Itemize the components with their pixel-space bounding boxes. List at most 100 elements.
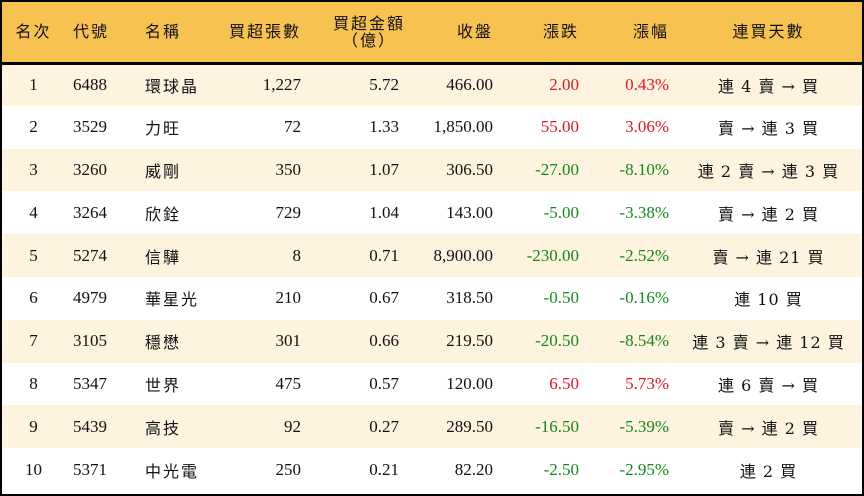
cell-close: 466.00 (446, 75, 493, 95)
cell-code: 4979 (73, 288, 107, 308)
table-header: 名次 代號 名稱 買超張數 買超金額 （億） 收盤 漲跌 漲幅 連買天數 (2, 2, 862, 63)
cell-rank: 2 (29, 117, 38, 137)
cell-net-buy-amount: 1.07 (369, 159, 399, 179)
cell-change-pct: -2.52% (619, 245, 669, 265)
cell-consecutive-buy-days: 連 4 賣 → 買 (718, 77, 819, 97)
cell-code: 5371 (73, 459, 107, 479)
cell-net-buy-lots: 301 (275, 331, 302, 351)
cell-net-buy-amount: 0.67 (369, 288, 399, 308)
cell-change-pct: 3.06% (625, 117, 669, 137)
cell-change: 55.00 (540, 117, 579, 137)
cell-close: 120.00 (446, 373, 493, 393)
header-change: 漲跌 (542, 22, 579, 42)
cell-net-buy-amount: 0.27 (369, 416, 399, 436)
table-row: 9 5439 高技 92 0.27 289.50 -16.50 -5.39% 賣… (2, 405, 862, 449)
cell-net-buy-lots: 210 (275, 288, 302, 308)
cell-close: 318.50 (446, 288, 493, 308)
cell-close: 219.50 (446, 331, 493, 351)
header-change-pct: 漲幅 (632, 22, 669, 42)
table-row: 1 6488 環球晶 1,227 5.72 466.00 2.00 0.43% … (2, 63, 862, 106)
header-net-buy-lots: 買超張數 (228, 22, 301, 42)
header-net-buy-amount-line2: （億） (341, 30, 396, 50)
cell-change-pct: -3.38% (619, 202, 669, 222)
cell-net-buy-lots: 475 (275, 373, 302, 393)
cell-code: 5347 (73, 373, 107, 393)
header-name: 名稱 (145, 22, 182, 42)
cell-net-buy-amount: 1.04 (369, 202, 399, 222)
cell-change-pct: -8.54% (619, 331, 669, 351)
cell-name: 中光電 (145, 461, 200, 481)
cell-name: 華星光 (145, 290, 200, 310)
cell-consecutive-buy-days: 賣 → 連 2 買 (718, 204, 819, 224)
cell-net-buy-lots: 729 (275, 202, 302, 222)
cell-consecutive-buy-days: 連 3 賣 → 連 12 買 (692, 333, 845, 353)
table-body: 1 6488 環球晶 1,227 5.72 466.00 2.00 0.43% … (2, 63, 862, 491)
table-row: 6 4979 華星光 210 0.67 318.50 -0.50 -0.16% … (2, 276, 862, 320)
header-code: 代號 (73, 22, 110, 42)
cell-close: 82.20 (454, 459, 493, 479)
cell-change-pct: -2.95% (619, 459, 669, 479)
cell-net-buy-lots: 92 (284, 416, 301, 436)
header-net-buy-amount: 買超金額 （億） (305, 2, 405, 63)
cell-rank: 7 (29, 331, 38, 351)
cell-close: 1,850.00 (433, 117, 494, 137)
cell-name: 高技 (145, 418, 182, 438)
cell-name: 欣銓 (145, 204, 182, 224)
cell-consecutive-buy-days: 賣 → 連 2 買 (718, 418, 819, 438)
cell-change: -2.50 (543, 459, 579, 479)
cell-rank: 4 (29, 202, 38, 222)
cell-net-buy-amount: 0.66 (369, 331, 399, 351)
cell-consecutive-buy-days: 賣 → 連 3 買 (718, 119, 819, 139)
cell-net-buy-lots: 350 (275, 159, 302, 179)
cell-close: 8,900.00 (433, 245, 494, 265)
cell-name: 力旺 (145, 119, 182, 139)
cell-rank: 10 (25, 459, 42, 479)
cell-change-pct: 5.73% (625, 373, 669, 393)
cell-name: 世界 (145, 375, 182, 395)
cell-code: 3264 (73, 202, 107, 222)
cell-change: -230.00 (526, 245, 579, 265)
cell-change: -20.50 (535, 331, 579, 351)
cell-name: 穩懋 (145, 333, 182, 353)
cell-change: 6.50 (549, 373, 579, 393)
cell-consecutive-buy-days: 連 10 買 (734, 290, 803, 310)
cell-code: 5274 (73, 245, 107, 265)
cell-change-pct: -8.10% (619, 159, 669, 179)
header-row: 名次 代號 名稱 買超張數 買超金額 （億） 收盤 漲跌 漲幅 連買天數 (2, 2, 862, 63)
cell-consecutive-buy-days: 連 2 賣 → 連 3 買 (697, 161, 840, 181)
table-row: 8 5347 世界 475 0.57 120.00 6.50 5.73% 連 6… (2, 362, 862, 406)
header-consecutive-buy-days: 連買天數 (732, 22, 805, 42)
cell-close: 289.50 (446, 416, 493, 436)
table-row: 2 3529 力旺 72 1.33 1,850.00 55.00 3.06% 賣… (2, 105, 862, 149)
cell-rank: 8 (29, 373, 38, 393)
cell-net-buy-amount: 0.71 (369, 245, 399, 265)
table-row: 5 5274 信驊 8 0.71 8,900.00 -230.00 -2.52%… (2, 234, 862, 277)
cell-rank: 3 (29, 159, 38, 179)
header-close: 收盤 (456, 22, 493, 42)
cell-code: 3105 (73, 331, 107, 351)
table-row: 7 3105 穩懋 301 0.66 219.50 -20.50 -8.54% … (2, 319, 862, 363)
cell-rank: 6 (29, 288, 38, 308)
cell-name: 威剛 (145, 161, 182, 181)
table-row: 10 5371 中光電 250 0.21 82.20 -2.50 -2.95% … (2, 448, 862, 491)
header-net-buy-amount-line1: 買超金額 (332, 13, 405, 33)
table-row: 4 3264 欣銓 729 1.04 143.00 -5.00 -3.38% 賣… (2, 191, 862, 235)
cell-change: -27.00 (535, 159, 579, 179)
cell-consecutive-buy-days: 賣 → 連 21 買 (712, 247, 825, 267)
cell-close: 306.50 (446, 159, 493, 179)
cell-net-buy-amount: 0.57 (369, 373, 399, 393)
cell-change: -0.50 (543, 288, 579, 308)
cell-change-pct: 0.43% (625, 75, 669, 95)
cell-code: 3260 (73, 159, 107, 179)
cell-rank: 1 (29, 75, 38, 95)
cell-name: 信驊 (145, 247, 182, 267)
cell-change: 2.00 (549, 75, 579, 95)
cell-rank: 5 (29, 245, 38, 265)
cell-code: 5439 (73, 416, 107, 436)
table-row: 3 3260 威剛 350 1.07 306.50 -27.00 -8.10% … (2, 148, 862, 192)
cell-net-buy-lots: 1,227 (262, 75, 301, 95)
cell-code: 3529 (73, 117, 107, 137)
cell-change-pct: -0.16% (619, 288, 669, 308)
cell-consecutive-buy-days: 連 6 賣 → 買 (718, 375, 819, 395)
